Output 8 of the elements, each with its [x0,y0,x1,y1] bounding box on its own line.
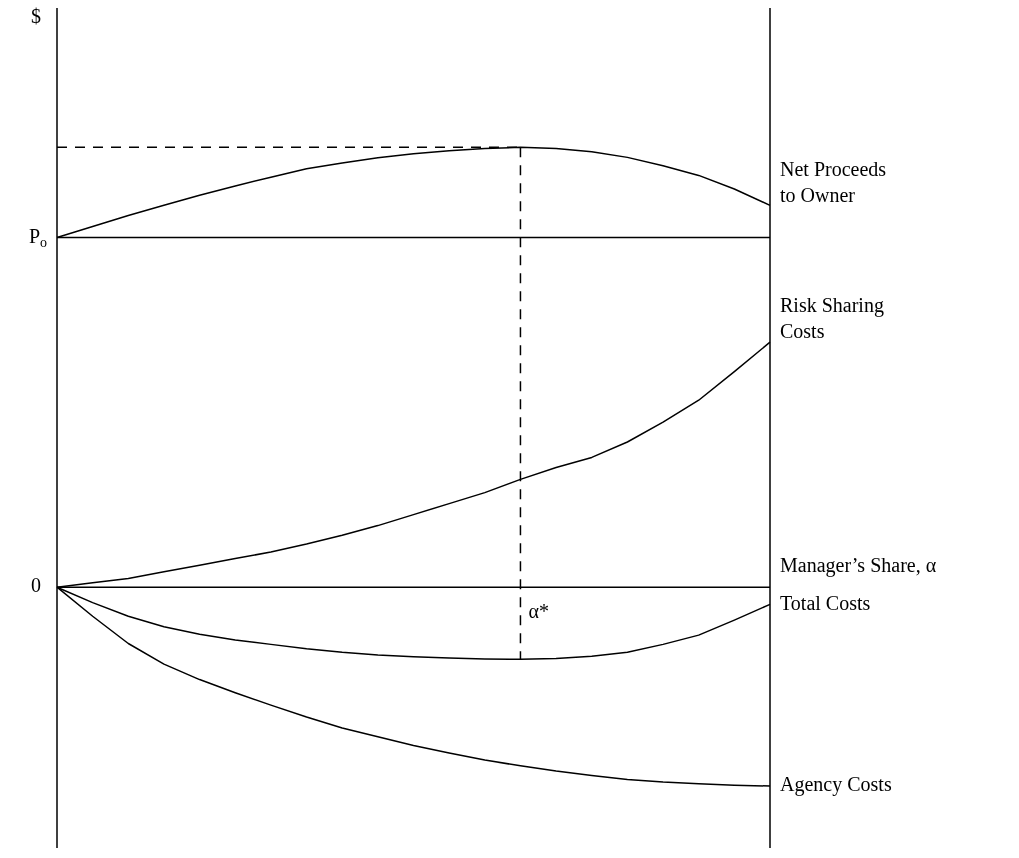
x-axis-title: Manager’s Share, α [780,554,937,578]
text: $ [31,5,41,28]
series-label: Total Costs [780,591,871,614]
text: 0 [31,574,41,597]
series-label: Net Proceeds to Owner [780,157,887,206]
series-label: Agency Costs [780,773,892,797]
annotation: α* [528,600,549,623]
series-label: Risk Sharing Costs [780,294,884,343]
